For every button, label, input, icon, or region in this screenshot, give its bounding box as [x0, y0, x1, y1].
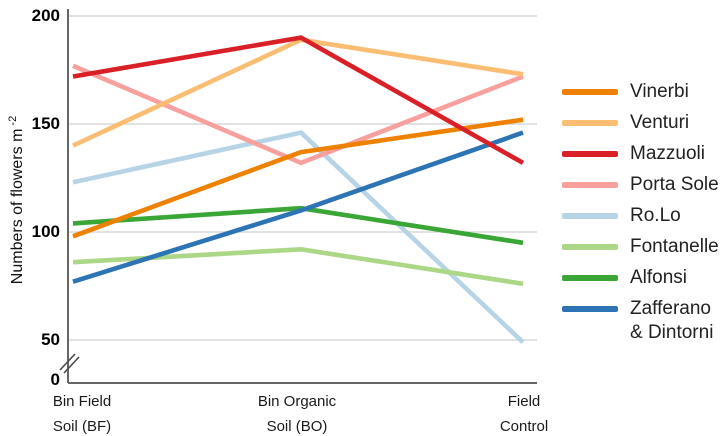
series-line-mazzuoli: [72, 35, 525, 165]
x-category-label-2: Bin Organic Soil (BO): [257, 393, 337, 435]
legend-swatch-icon: [562, 306, 618, 312]
legend-item-venturi: Venturi: [562, 111, 719, 135]
y-axis-title: Numbers of flowers m-2: [7, 116, 27, 284]
legend-label: Fontanelle: [630, 236, 719, 257]
series-line-zafferano-dintorni: [72, 130, 524, 284]
y-axis-title-text: Numbers of flowers m: [9, 128, 27, 285]
legend-label: Mazzuoli: [630, 143, 705, 164]
axis-break-icon: [59, 353, 76, 371]
legend-item-vinerbi: Vinerbi: [562, 80, 719, 104]
legend-swatch-icon: [562, 89, 618, 95]
y-tick-label-150: 150: [31, 114, 60, 133]
y-tick-label-100: 100: [31, 222, 60, 241]
legend-item-fontanelle: Fontanelle: [562, 235, 719, 259]
series-line-vinerbi: [72, 117, 524, 239]
legend-swatch-icon: [562, 275, 618, 281]
legend-swatch-icon: [562, 244, 618, 250]
legend-label: Zafferano & Dintorni: [630, 298, 714, 343]
legend-item-ro-lo: Ro.Lo: [562, 204, 719, 228]
y-tick-label-0: 0: [50, 370, 60, 389]
y-tick-label-200: 200: [31, 6, 60, 25]
x-category-label-1: Bin Field Soil (BF): [52, 393, 112, 435]
legend-swatch-icon: [562, 213, 618, 219]
legend-item-alfonsi: Alfonsi: [562, 266, 719, 290]
legend-label: Ro.Lo: [630, 205, 681, 226]
legend-swatch-icon: [562, 120, 618, 126]
x-category-label-3: Field Control: [499, 393, 549, 435]
legend-label: Venturi: [630, 112, 690, 133]
axis-break-icon: [63, 356, 80, 374]
legend-item-porta-sole: Porta Sole: [562, 173, 719, 197]
series-line-porta-sole: [72, 63, 524, 166]
legend-swatch-icon: [562, 151, 618, 157]
legend-label: Vinerbi: [630, 81, 689, 102]
y-tick-label-50: 50: [41, 330, 60, 349]
legend-swatch-icon: [562, 182, 618, 188]
legend: Vinerbi Venturi Mazzuoli Porta Sole Ro.Lo Fon…: [562, 80, 719, 345]
legend-item-zafferano-dintorni: Zafferano & Dintorni: [562, 297, 719, 345]
legend-label: Alfonsi: [630, 267, 688, 288]
legend-item-mazzuoli: Mazzuoli: [562, 142, 719, 166]
legend-label: Porta Sole: [630, 174, 719, 195]
